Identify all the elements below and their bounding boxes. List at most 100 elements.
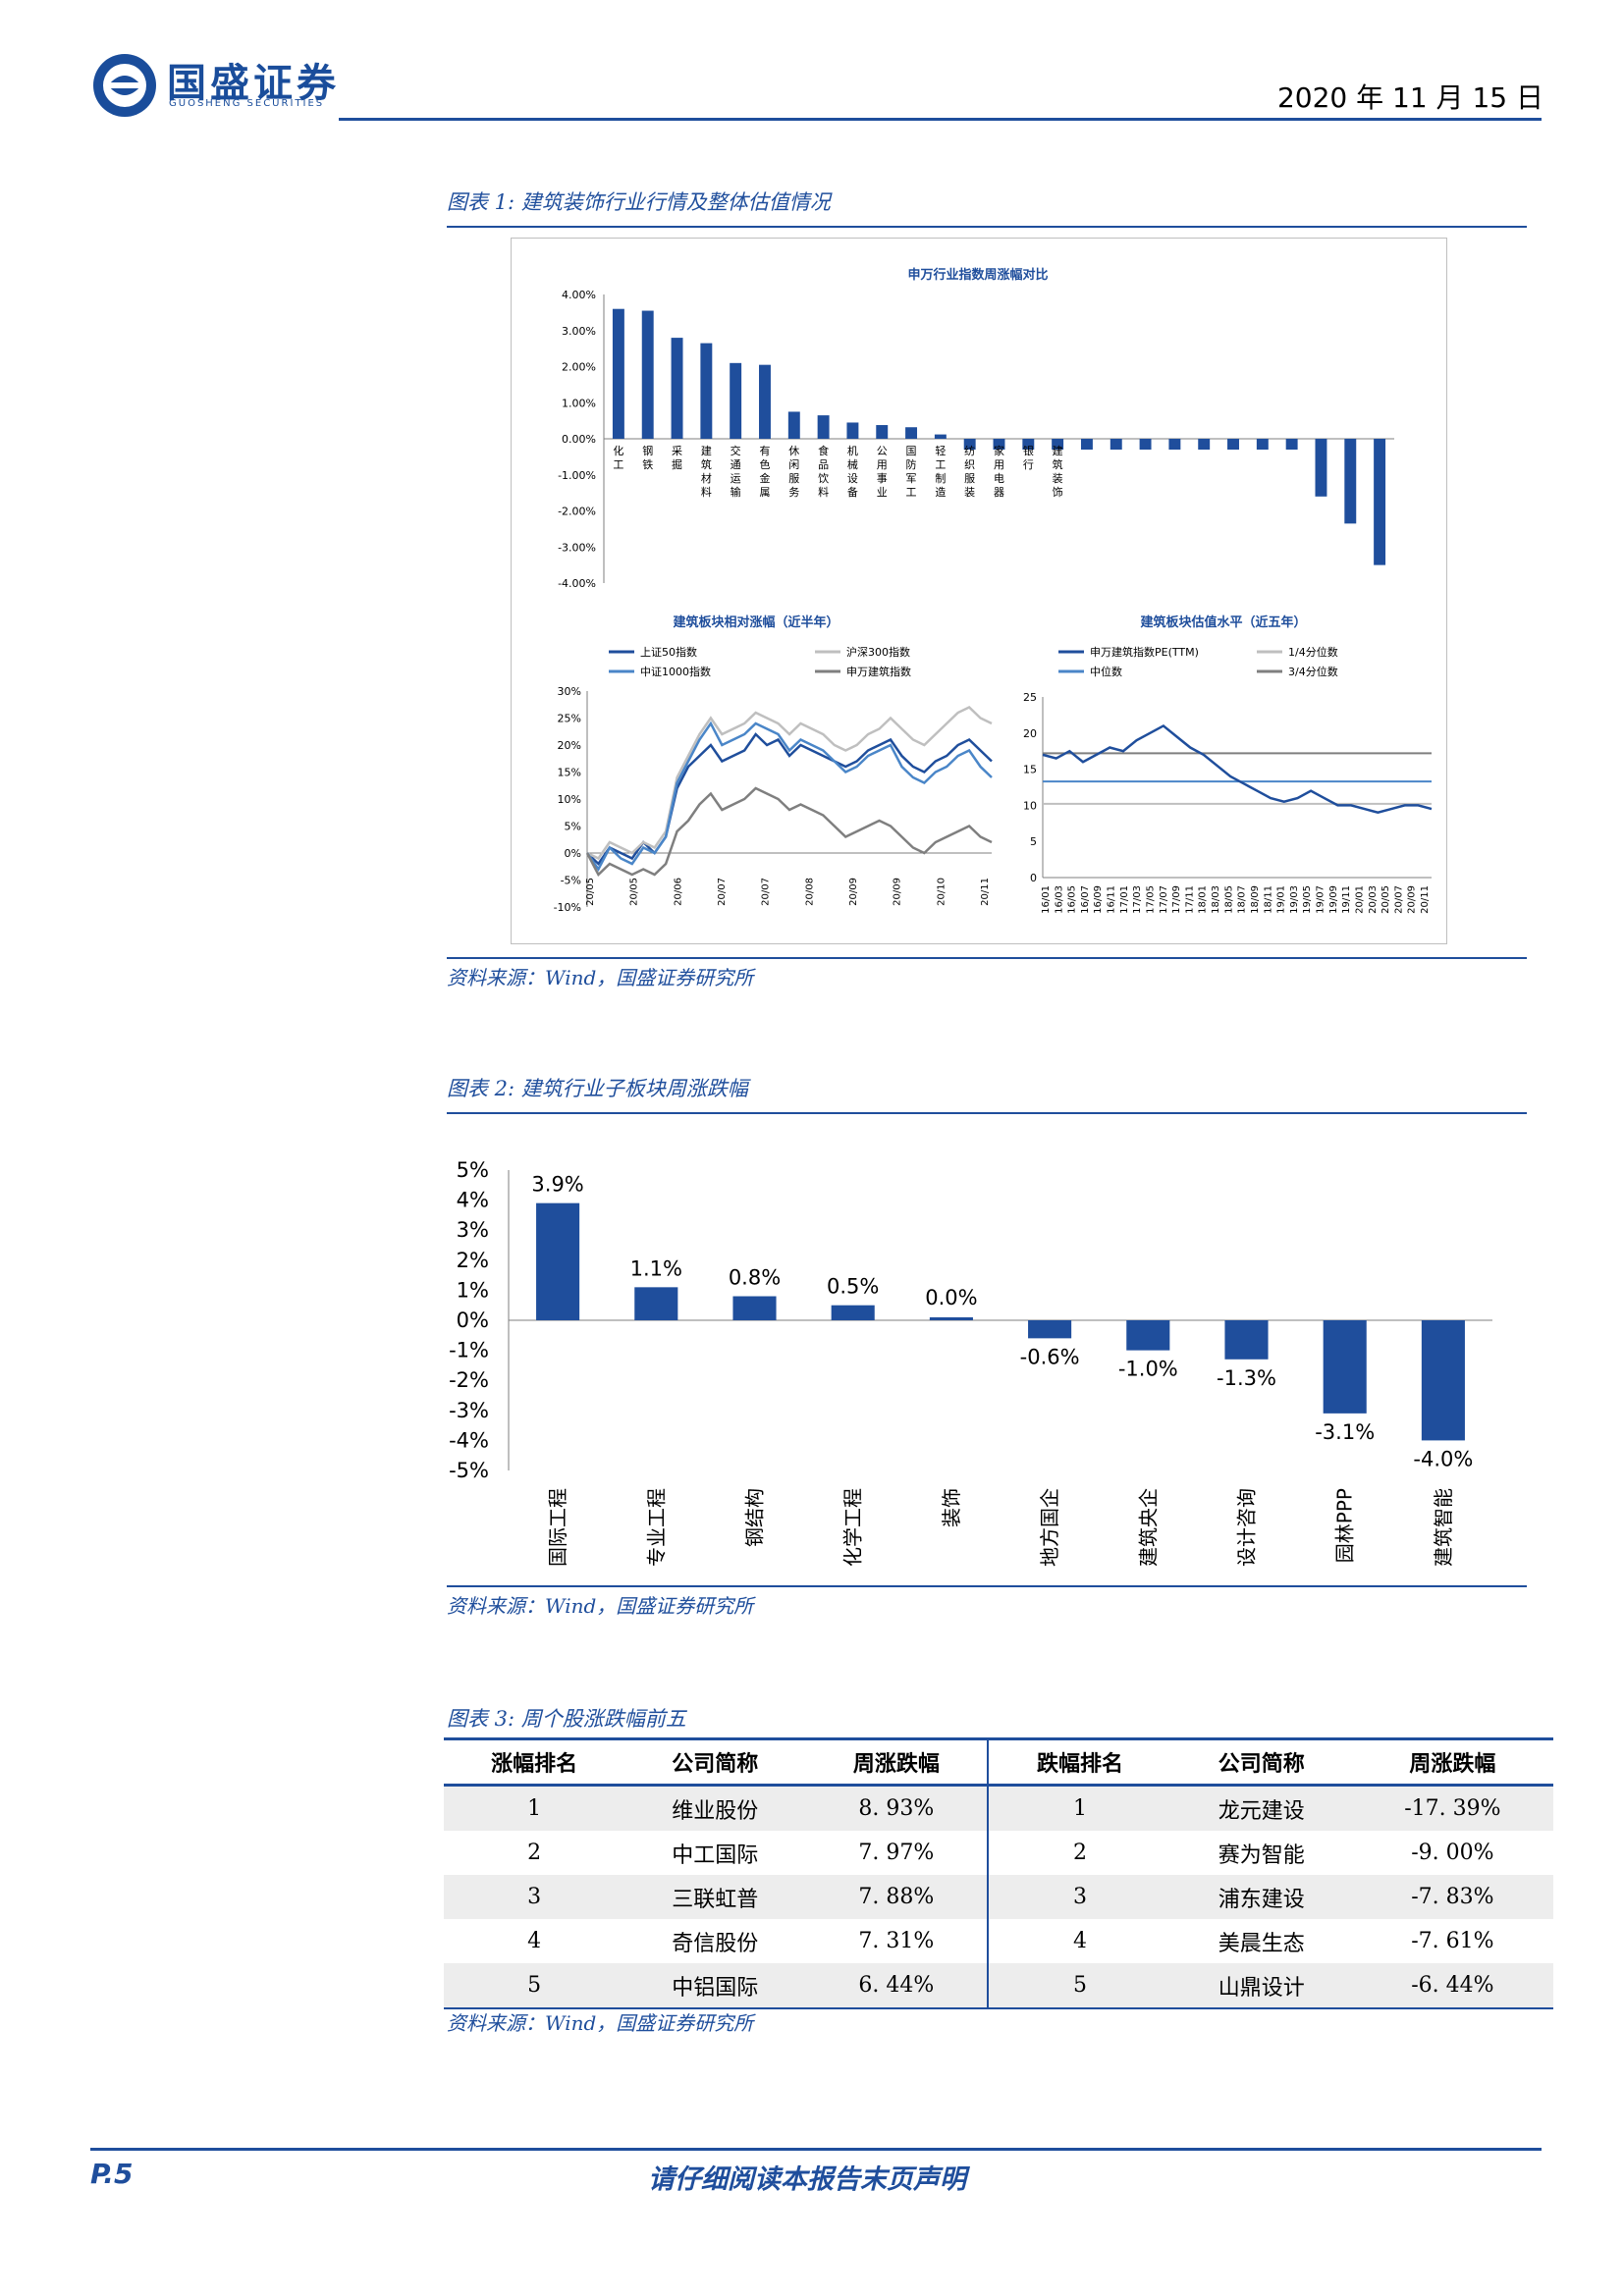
table-cell: 三联虹普 bbox=[624, 1875, 806, 1919]
ytick-label: 20 bbox=[1023, 727, 1037, 740]
chart1-category-label: 械 bbox=[847, 457, 858, 471]
chart1-bar bbox=[1315, 439, 1327, 497]
ytick-label: -10% bbox=[554, 901, 581, 914]
table-cell: 奇信股份 bbox=[672, 1931, 759, 1956]
table-cell: 7. 97% bbox=[805, 1831, 990, 1875]
table-row: 2 中工国际 7. 97% 2 赛为智能 -9. 00% bbox=[444, 1831, 1553, 1875]
chart1-bar bbox=[1052, 439, 1064, 451]
chart1-category-label: 料 bbox=[818, 485, 829, 499]
xtick-label: 17/01 bbox=[1119, 885, 1130, 914]
chart1-category-label: 织 bbox=[964, 458, 975, 471]
table-cell: 美晨生态 bbox=[1218, 1931, 1305, 1956]
chart4-category-label: 设计咨询 bbox=[1235, 1488, 1259, 1567]
chart4-category-label: 专业工程 bbox=[644, 1488, 668, 1567]
table-cell: 浦东建设 bbox=[1170, 1875, 1352, 1919]
xtick-label: 18/09 bbox=[1250, 885, 1261, 914]
chart4-bar bbox=[536, 1202, 580, 1320]
table-cell: 中工国际 bbox=[672, 1842, 759, 1868]
chart1-bar bbox=[1110, 439, 1122, 451]
chart1-category-label: 纺 bbox=[964, 444, 975, 457]
table-cell: 3 bbox=[988, 1875, 1171, 1919]
chart1-category-label: 属 bbox=[759, 486, 770, 499]
table-row: 4 奇信股份 7. 31% 4 美晨生态 -7. 61% bbox=[444, 1919, 1553, 1963]
chart1-bar bbox=[993, 439, 1005, 451]
table-cell: 维业股份 bbox=[624, 1785, 806, 1831]
chart1-category-label: 色 bbox=[759, 457, 770, 471]
chart1-category-label: 军 bbox=[906, 472, 917, 485]
chart1-category-label: 通 bbox=[731, 458, 741, 471]
figure1-caption: 图表 1: 建筑装饰行业行情及整体估值情况 bbox=[447, 190, 831, 214]
figure1-frame bbox=[511, 238, 1447, 944]
ytick-label: 25 bbox=[1023, 691, 1037, 704]
chart1-category-label: 务 bbox=[788, 486, 799, 499]
ytick-label: 20% bbox=[558, 739, 581, 752]
table-cell: 5 bbox=[444, 1963, 625, 2009]
ytick-label: 15% bbox=[558, 767, 581, 779]
table-header: 公司简称 bbox=[1170, 1737, 1352, 1787]
chart4-data-label: -1.0% bbox=[1118, 1358, 1178, 1381]
chart4-bar bbox=[831, 1305, 875, 1320]
chart1-category-label: 饮 bbox=[818, 472, 829, 485]
chart1-bar bbox=[759, 364, 771, 439]
figure2-caption: 图表 2: 建筑行业子板块周涨跌幅 bbox=[447, 1077, 748, 1100]
chart1-category-label: 家 bbox=[994, 444, 1004, 457]
xtick-label: 20/07 bbox=[761, 878, 772, 906]
chart4-bar bbox=[634, 1287, 678, 1320]
figure2-source: 资料来源：Wind，国盛证券研究所 bbox=[447, 1594, 754, 1618]
table-header: 周涨跌幅 bbox=[1351, 1737, 1553, 1787]
ytick-label: 10 bbox=[1023, 799, 1037, 812]
chart4-data-label: 1.1% bbox=[630, 1256, 682, 1280]
table-cell: -9. 00% bbox=[1411, 1841, 1494, 1865]
chart1-category-label: 铁 bbox=[642, 458, 653, 471]
chart4-ytick: 5% bbox=[457, 1158, 489, 1182]
chart1-ytick: -2.00% bbox=[558, 506, 596, 518]
legend-label: 3/4分位数 bbox=[1288, 665, 1338, 678]
figure2-rule bbox=[447, 1112, 1527, 1114]
chart1-category-label: 食 bbox=[818, 444, 829, 457]
chart1-bar bbox=[1080, 439, 1093, 451]
xtick-label: 19/11 bbox=[1341, 885, 1352, 914]
chart1-ytick: -3.00% bbox=[558, 541, 596, 554]
chart4-ytick: 4% bbox=[457, 1189, 489, 1212]
xtick-label: 20/11 bbox=[1420, 885, 1431, 914]
chart1-category-label: 化 bbox=[613, 444, 623, 457]
table-cell: 山鼎设计 bbox=[1170, 1963, 1352, 2009]
chart1-category-label: 事 bbox=[877, 472, 888, 485]
series-line bbox=[1042, 723, 1433, 815]
chart1-bar bbox=[934, 434, 947, 439]
chart1-bar bbox=[1285, 439, 1298, 451]
xtick-label: 16/11 bbox=[1107, 885, 1117, 914]
chart4-bar bbox=[1028, 1320, 1072, 1339]
chart1-ytick: 3.00% bbox=[562, 325, 596, 338]
chart1-ytick: 0.00% bbox=[562, 433, 596, 446]
legend-label: 中证1000指数 bbox=[640, 665, 711, 678]
xtick-label: 17/03 bbox=[1132, 885, 1143, 914]
table-cell: 2 bbox=[1073, 1841, 1088, 1865]
chart1-category-label: 电 bbox=[994, 472, 1004, 485]
chart1-category-label: 休 bbox=[788, 445, 799, 457]
ytick-label: 10% bbox=[558, 793, 581, 806]
subsector-weekly-bar-chart: 5% 4% 3% 2% 1% 0% -1% -2% -3% -4% -5% 3.9% 国际工程 1.1% 专… bbox=[449, 1158, 1492, 1567]
chart1-category-label: 建 bbox=[701, 444, 712, 457]
chart4-ytick: 1% bbox=[457, 1278, 489, 1302]
table-cell: -7. 61% bbox=[1411, 1929, 1494, 1953]
chart1-bar bbox=[1344, 439, 1357, 524]
footer-disclaimer: 请仔细阅读本报告末页声明 bbox=[648, 2164, 966, 2195]
chart1-category-label: 造 bbox=[935, 485, 946, 499]
table-row: 5 中铝国际 6. 44% 5 山鼎设计 -6. 44% bbox=[444, 1963, 1553, 2009]
chart4-category-label: 钢结构 bbox=[743, 1488, 767, 1547]
chart4-bar bbox=[732, 1296, 777, 1320]
xtick-label: 17/11 bbox=[1184, 885, 1195, 914]
legend-label: 中位数 bbox=[1090, 665, 1122, 678]
chart1-bar bbox=[1022, 439, 1035, 451]
table-cell: 中铝国际 bbox=[624, 1963, 806, 2009]
xtick-label: 20/07 bbox=[1393, 885, 1404, 914]
chart1-bar bbox=[1168, 439, 1181, 451]
chart1-category-label: 服 bbox=[788, 472, 799, 485]
legend-label: 1/4分位数 bbox=[1288, 645, 1338, 659]
xtick-label: 16/03 bbox=[1054, 885, 1064, 914]
chart1-bar bbox=[787, 411, 800, 439]
xtick-label: 16/01 bbox=[1041, 885, 1052, 914]
chart1-category-label: 防 bbox=[906, 457, 917, 471]
table-cell: 4 bbox=[1073, 1929, 1088, 1953]
